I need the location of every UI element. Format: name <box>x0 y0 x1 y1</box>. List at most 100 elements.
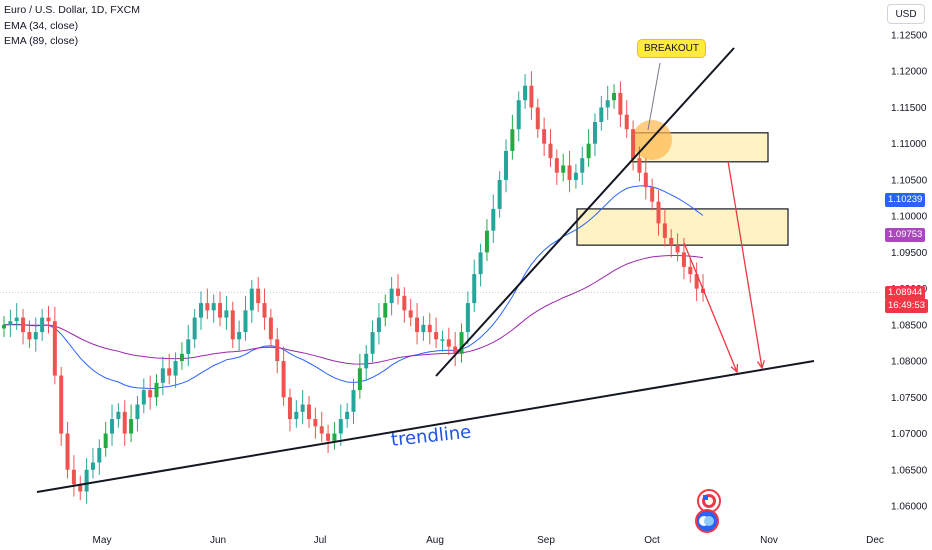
price-tick-label: 1.08000 <box>891 357 928 368</box>
candle-body <box>332 433 337 441</box>
candle-body <box>205 303 210 311</box>
candle-body <box>179 353 184 362</box>
candle-body <box>90 462 95 470</box>
axes: 1.12500 1.12000 1.11500 1.11000 1.10500 1.100… <box>93 31 928 547</box>
price-tick-label: 1.06000 <box>891 502 928 513</box>
candle-body <box>141 390 146 405</box>
candle-body <box>211 303 216 311</box>
candle-body <box>71 469 76 485</box>
candle-body <box>364 353 369 369</box>
candle-body <box>135 404 140 420</box>
candle-body <box>14 317 19 322</box>
candle-body <box>631 129 636 159</box>
candle-body <box>446 339 451 347</box>
candle-body <box>402 295 407 311</box>
candle-body <box>624 114 629 130</box>
candle-body <box>230 310 235 340</box>
candle-body <box>97 448 102 463</box>
ema89-price-tag: 1.09753 <box>885 228 926 242</box>
candle-body <box>395 288 400 296</box>
candle-body <box>110 419 115 434</box>
candle-body <box>103 433 108 449</box>
candle-body <box>21 317 26 333</box>
candle-body <box>129 419 134 434</box>
candle-body <box>440 339 445 341</box>
zones <box>576 120 789 246</box>
currency-button[interactable]: USD <box>887 4 925 24</box>
breakout-pointer <box>647 62 661 131</box>
candle-body <box>554 158 559 173</box>
time-tick-label: Jun <box>210 535 226 546</box>
candle-body <box>122 411 127 434</box>
time-tick-label: Nov <box>760 535 778 546</box>
candle-body <box>688 266 693 275</box>
candle-body <box>637 158 642 173</box>
candle-body <box>427 324 432 333</box>
price-tick-label: 1.12500 <box>891 31 928 42</box>
candle-body <box>694 274 699 289</box>
candle-body <box>573 172 578 180</box>
candle-body <box>675 245 680 253</box>
candle-body <box>465 303 470 333</box>
price-tick-label: 1.07500 <box>891 393 928 404</box>
time-tick-label: May <box>93 535 112 546</box>
candle-body <box>281 361 286 398</box>
candle-body <box>256 288 261 304</box>
candle-body <box>605 100 610 108</box>
candle-body <box>453 346 458 354</box>
candle-body <box>33 332 38 340</box>
breakout-label: BREAKOUT <box>637 39 707 58</box>
candle-body <box>370 332 375 354</box>
candle-body <box>434 332 439 340</box>
drawn-lines <box>36 47 815 493</box>
price-tick-label: 1.12000 <box>891 67 928 78</box>
price-tick-label: 1.07000 <box>891 429 928 440</box>
price-tick-label: 1.06500 <box>891 465 928 476</box>
candle-body <box>116 411 121 420</box>
time-tick-label: Aug <box>426 535 444 546</box>
candle-body <box>662 223 667 238</box>
candle-body <box>319 426 324 434</box>
candle-body <box>326 433 331 441</box>
projection-arrow <box>683 242 738 373</box>
candle-body <box>681 252 686 267</box>
candle-body <box>65 433 70 470</box>
candle-body <box>268 317 273 340</box>
candle-body <box>46 317 51 322</box>
price-tick-label: 1.10500 <box>891 175 928 186</box>
candle-body <box>300 404 305 412</box>
candle-body <box>535 107 540 130</box>
candle-body <box>262 303 267 318</box>
candle-body <box>650 187 655 202</box>
candle-body <box>307 404 312 420</box>
ema34-legend: EMA (34, close) <box>4 20 79 32</box>
candle-body <box>656 201 661 224</box>
time-tick-label: Dec <box>866 535 884 546</box>
candle-body <box>2 324 6 329</box>
candle-body <box>27 332 32 340</box>
ema89-legend: EMA (89, close) <box>4 35 79 47</box>
candle-body <box>160 368 165 383</box>
events-icon[interactable] <box>695 509 719 533</box>
candle-body <box>84 469 89 492</box>
price-tick-label: 1.11500 <box>891 103 927 114</box>
candle-body <box>186 339 191 354</box>
chart-title: Euro / U.S. Dollar, 1D, FXCM <box>4 4 140 16</box>
candle-body <box>561 165 566 173</box>
rising-breakout-line <box>435 47 735 377</box>
price-tick-label: 1.11000 <box>891 139 927 150</box>
time-tick-label: Jul <box>314 535 327 546</box>
candle-body <box>523 85 528 101</box>
candle-body <box>154 382 159 398</box>
candle-body <box>586 143 591 159</box>
candle-body <box>148 390 153 398</box>
candle-body <box>567 165 572 180</box>
candle-body <box>389 288 394 304</box>
candle-body <box>421 324 426 333</box>
candle-body <box>472 274 477 304</box>
candle-body <box>542 129 547 144</box>
candle-body <box>504 150 509 180</box>
candle-body <box>173 361 178 376</box>
candle-body <box>592 121 597 144</box>
